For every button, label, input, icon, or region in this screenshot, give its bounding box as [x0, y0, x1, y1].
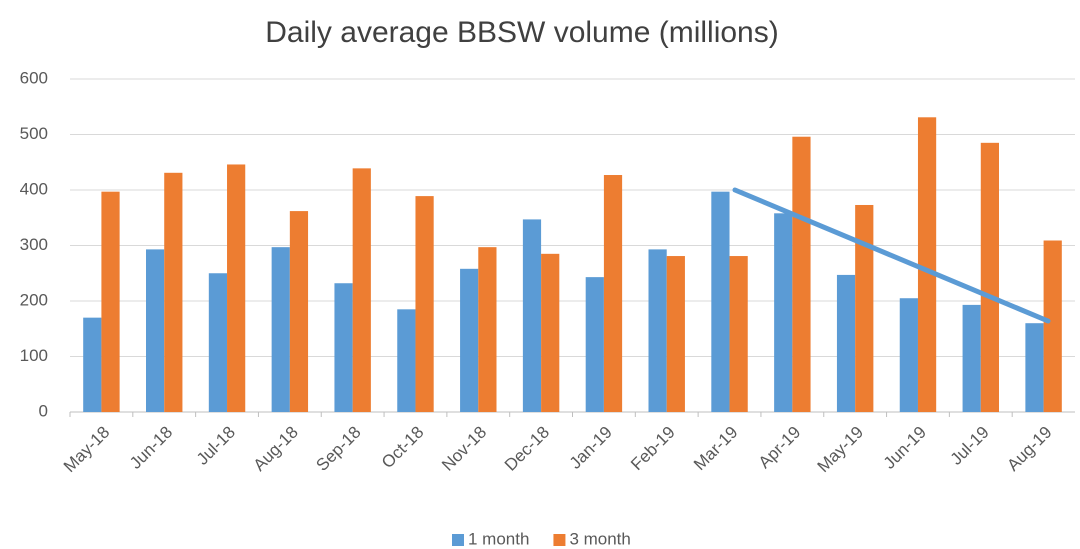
- bar: [1043, 240, 1062, 412]
- bar: [289, 211, 309, 412]
- bar: [478, 247, 497, 412]
- bar: [460, 268, 479, 412]
- x-tick-label: Jun-19: [880, 423, 930, 473]
- bar: [648, 249, 667, 412]
- y-tick-label: 500: [20, 124, 48, 143]
- bar: [980, 142, 999, 412]
- chart-title: Daily average BBSW volume (millions): [265, 16, 779, 49]
- bar: [83, 317, 102, 412]
- bar: [1025, 323, 1044, 412]
- legend-swatch: [452, 534, 464, 546]
- x-tick-label: Mar-19: [690, 423, 742, 475]
- y-tick-label: 600: [20, 68, 48, 87]
- legend-swatch: [553, 534, 566, 546]
- x-tick-label: Oct-18: [378, 423, 428, 473]
- x-tick-label: Apr-19: [755, 423, 805, 473]
- bar: [208, 273, 228, 412]
- y-tick-label: 200: [20, 290, 48, 309]
- bar: [711, 191, 730, 412]
- bar: [962, 304, 981, 412]
- x-tick-label: May-19: [814, 423, 868, 477]
- bar: [585, 277, 604, 412]
- y-tick-label: 100: [20, 346, 48, 365]
- bar: [899, 298, 918, 412]
- bar: [666, 256, 685, 412]
- y-tick-label: 300: [20, 235, 48, 254]
- bar: [227, 164, 246, 412]
- bar: [352, 168, 371, 412]
- legend-label: 1 month: [468, 529, 529, 548]
- bar: [164, 172, 183, 412]
- bar: [415, 196, 434, 412]
- x-tick-label: Aug-19: [1003, 423, 1055, 475]
- bar: [836, 274, 856, 412]
- bar: [774, 213, 793, 412]
- x-tick-label: Aug-18: [250, 423, 302, 475]
- x-tick-label: Jul-18: [193, 423, 239, 469]
- bar: [917, 117, 937, 413]
- y-tick-label: 400: [20, 179, 48, 198]
- bar: [334, 283, 353, 412]
- bar: [522, 219, 542, 412]
- bar: [541, 253, 560, 412]
- x-tick-label: Dec-18: [501, 423, 553, 475]
- legend-label: 3 month: [569, 529, 630, 548]
- annotation-line: [732, 187, 1051, 324]
- x-tick-label: Feb-19: [627, 423, 679, 475]
- bar: [603, 175, 623, 412]
- x-tick-label: Jun-18: [126, 423, 176, 473]
- bar: [146, 249, 165, 412]
- bar: [855, 204, 874, 412]
- bar: [397, 309, 416, 412]
- x-tick-label: Jul-19: [947, 423, 993, 469]
- x-tick-label: Nov-18: [438, 423, 490, 475]
- x-tick-label: Jan-19: [566, 423, 616, 473]
- x-tick-label: May-18: [60, 423, 114, 477]
- bar: [271, 247, 290, 412]
- x-tick-label: Sep-18: [312, 423, 364, 475]
- y-tick-label: 0: [39, 401, 48, 420]
- bar: [101, 191, 120, 412]
- bar: [792, 136, 811, 412]
- bar: [729, 256, 748, 412]
